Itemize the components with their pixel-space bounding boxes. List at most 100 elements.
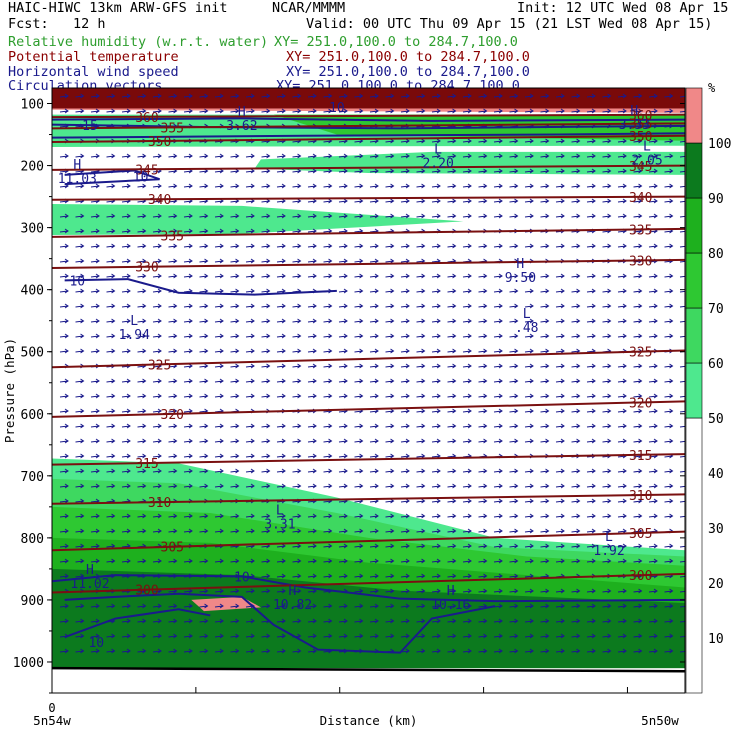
wind-vector [648,288,658,294]
wind-vector [633,618,643,624]
wind-vector [276,363,286,369]
wind-vector [369,93,379,99]
wind-vector [493,318,503,324]
wind-vector [602,513,612,519]
wind-vector [586,588,596,594]
wind-vector [602,588,612,594]
wind-vector [137,93,147,99]
theta-label: 320 [629,396,652,411]
wind-contour-400 [64,278,337,296]
wind-vector [276,468,286,474]
wind-vector [183,93,193,99]
wind-vector [338,153,348,159]
wind-vector [648,198,658,204]
wind-vector [323,93,333,99]
ground-line [52,666,685,673]
theta-contour-line [52,258,685,269]
wind-vector [137,258,147,264]
wind-vector [106,483,116,489]
wind-vector [509,273,519,279]
wind-vector [462,213,472,219]
wind-vector [648,273,658,279]
wind-vector [586,108,596,114]
wind-vector [323,318,333,324]
wind-vector [400,468,410,474]
wind-vector [478,288,488,294]
wind-vector [90,258,100,264]
wind-vector [648,498,658,504]
wind-vector [168,93,178,99]
wind-vector [261,108,271,114]
wind-vector [555,558,565,564]
theta-label: 360 [629,109,652,124]
theta-contour-line [52,493,685,505]
wind-vector [385,483,395,489]
wind-vector [400,498,410,504]
wind-vector [276,228,286,234]
wind-vector [75,318,85,324]
wind-vector [199,183,209,189]
wind-vector [679,379,685,383]
wind-vector [307,468,317,474]
wind-speed-label: 10 [88,636,104,651]
wind-speed-contours [52,117,685,654]
wind-vector [462,423,472,429]
wind-vector [447,93,457,99]
wind-vector [90,483,100,489]
wind-vector [137,528,147,534]
wind-vector [447,198,457,204]
wind-vector [493,498,503,504]
field-wind-xy: XY= 251.0,100.0 to 284.7,100.0 [286,64,530,80]
wind-vector [183,303,193,309]
wind-vector [90,393,100,399]
wind-vector [509,483,519,489]
wind-vector [152,513,162,519]
wind-vector [183,258,193,264]
wind-vector [369,288,379,294]
wind-vector [230,318,240,324]
wind-vector [462,483,472,489]
wind-vector [214,513,224,519]
wind-vector [106,633,116,639]
wind-vector [571,168,581,174]
wind-vector [385,318,395,324]
wind-vector [602,633,612,639]
wind-vector [59,303,69,309]
wind-vector [152,153,162,159]
wind-vector [509,153,519,159]
wind-vector [447,603,457,609]
wind-vector [571,303,581,309]
wind-vector [509,138,519,144]
wind-vector [586,633,596,639]
wind-vector [338,468,348,474]
wind-vector [571,633,581,639]
wind-vector [245,648,255,654]
wind-vector [292,603,302,609]
wind-vector [633,498,643,504]
wind-vector [431,108,441,114]
wind-vector [307,618,317,624]
wind-vector [121,618,131,624]
wind-vector [664,423,674,429]
wind-vector [400,138,410,144]
wind-vector [617,543,627,549]
wind-vector [214,438,224,444]
wind-vector [276,243,286,249]
wind-vector [509,603,519,609]
wind-vector [230,483,240,489]
wind-vector [276,453,286,459]
wind-vector [276,543,286,549]
wind-vector [664,288,674,294]
wind-vector [121,378,131,384]
wind-vector [369,573,379,579]
wind-vector [509,648,519,654]
wind-vector [338,423,348,429]
wind-vector [369,483,379,489]
wind-vector [168,258,178,264]
wind-vector [292,213,302,219]
wind-vector [571,513,581,519]
extremum-value: 10.16 [431,598,470,613]
wind-vector [323,378,333,384]
wind-vector [59,108,69,114]
extremum-value: 3.62 [226,119,257,134]
